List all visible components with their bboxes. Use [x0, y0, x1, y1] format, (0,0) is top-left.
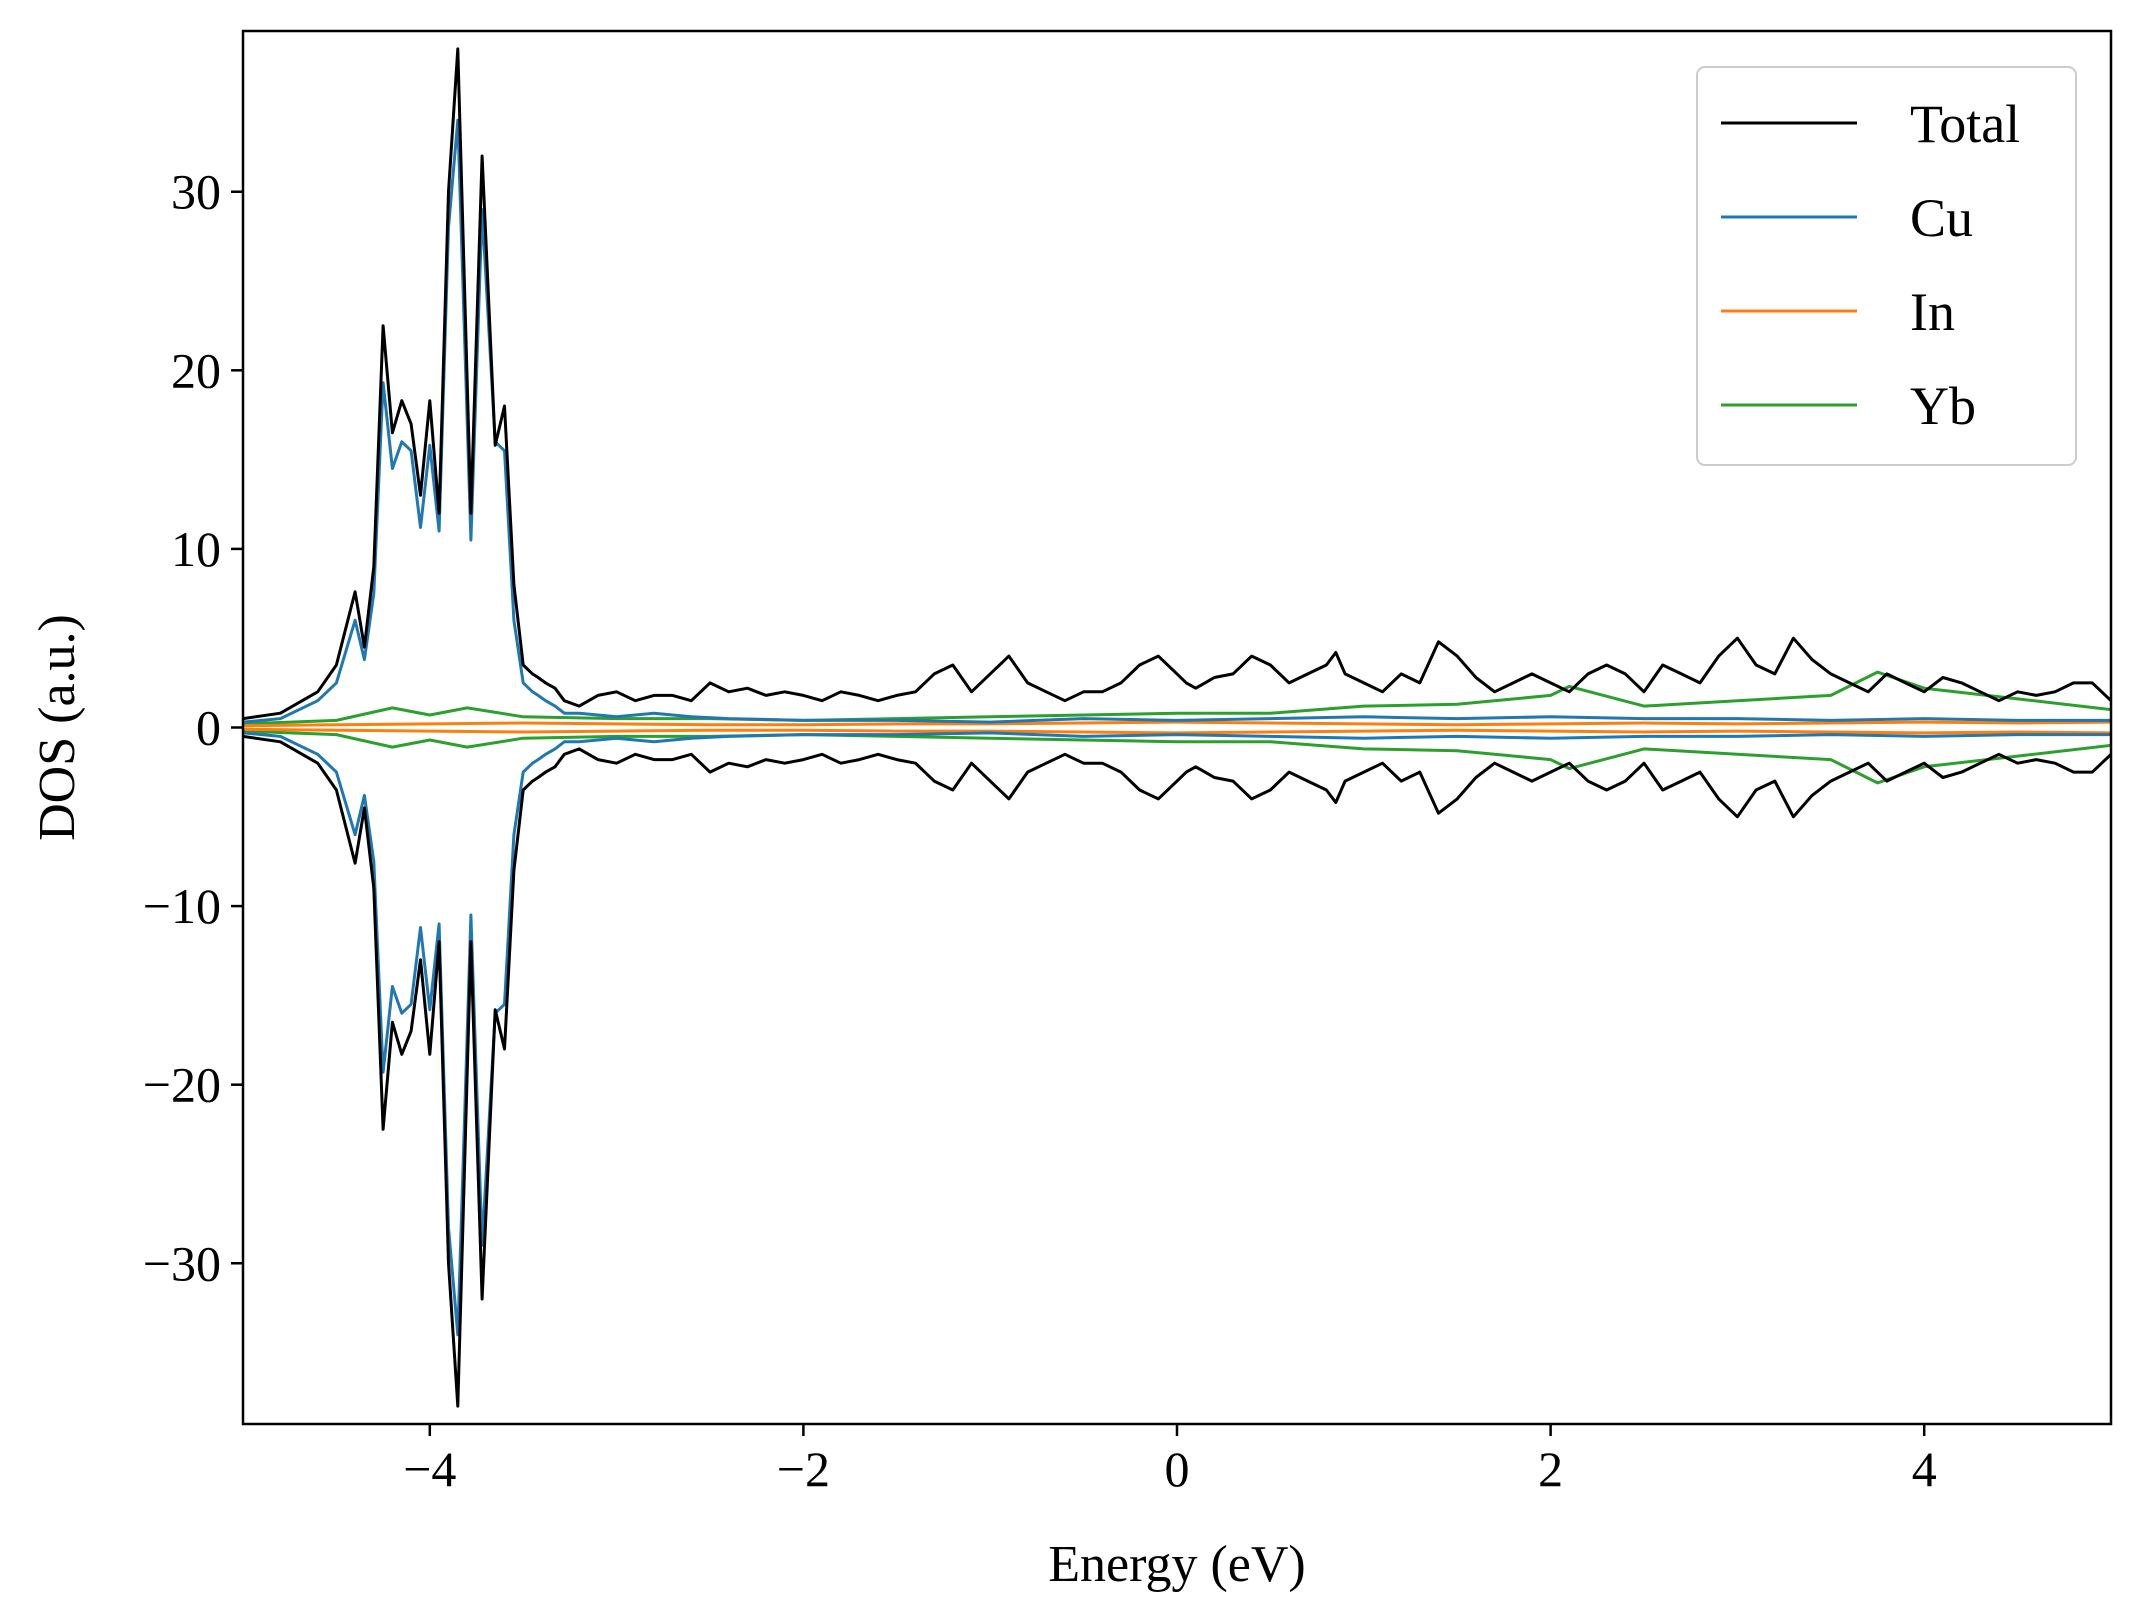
series-line-total-spin-up: [243, 47, 2111, 721]
series-line-in-spin-down: [243, 727, 2111, 735]
series-line-yb-spin-up: [243, 670, 2111, 726]
x-tick-label: −2: [777, 1441, 830, 1497]
x-tick-label: 0: [1165, 1441, 1190, 1497]
series-line-yb-spin-down: [243, 729, 2111, 785]
plot-area: [243, 47, 2111, 1408]
y-tick-label: 20: [171, 342, 221, 398]
y-tick-label: 10: [171, 521, 221, 577]
series-line-total-spin-down: [243, 734, 2111, 1408]
legend-label-in: In: [1910, 282, 1955, 342]
legend: Total Cu In Yb: [1696, 66, 2077, 466]
x-tick-label: 4: [1912, 1441, 1937, 1497]
x-tick-label: −4: [403, 1441, 456, 1497]
y-tick-label: −10: [143, 878, 221, 934]
legend-label-yb: Yb: [1910, 376, 1976, 436]
legend-box: [1696, 66, 2077, 466]
legend-label-cu: Cu: [1910, 188, 1973, 248]
legend-label-total: Total: [1910, 94, 2020, 154]
y-tick-label: 0: [196, 700, 221, 756]
y-tick-label: −30: [143, 1235, 221, 1291]
series-line-cu-spin-up: [243, 118, 2111, 724]
y-tick-label: 30: [171, 164, 221, 220]
series-line-cu-spin-down: [243, 731, 2111, 1337]
x-tick-label: 2: [1538, 1441, 1563, 1497]
x-axis-label: Energy (eV): [1048, 1536, 1306, 1593]
series-line-in-spin-up: [243, 720, 2111, 728]
y-tick-label: −20: [143, 1057, 221, 1113]
y-axis-label: DOS (a.u.): [29, 614, 86, 841]
